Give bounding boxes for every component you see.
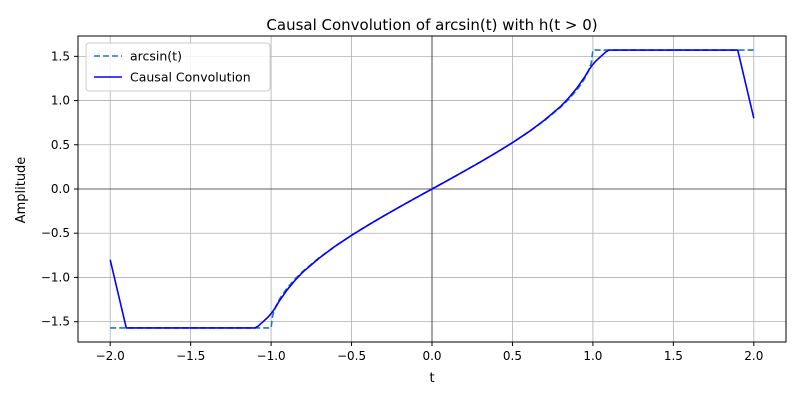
legend-entry-1: Causal Convolution: [130, 70, 251, 85]
y-tick-label: −0.5: [41, 226, 70, 240]
legend-box: [85, 42, 271, 92]
y-tick-label: 1.5: [51, 49, 70, 63]
legend-entry-0: arcsin(t): [130, 49, 182, 64]
y-tick-label: 0.0: [51, 182, 70, 196]
y-tick-label: 1.0: [51, 94, 70, 108]
x-tick-label: −0.5: [337, 349, 366, 363]
x-tick-label: −1.5: [176, 349, 205, 363]
y-axis-label: Amplitude: [14, 157, 29, 224]
y-tick-label: −1.0: [41, 270, 70, 284]
x-tick-label: 0.5: [503, 349, 522, 363]
y-axis: −1.5 −1.0 −0.5 0.0 0.5 1.0 1.5: [41, 49, 78, 329]
x-tick-label: 0.0: [422, 349, 441, 363]
x-tick-label: 1.5: [664, 349, 683, 363]
x-tick-label: 2.0: [744, 349, 763, 363]
legend: arcsin(t) Causal Convolution: [85, 42, 271, 92]
series-line-1: [109, 49, 755, 329]
x-tick-label: 1.0: [583, 349, 602, 363]
y-tick-label: −1.5: [41, 315, 70, 329]
x-axis: −2.0 −1.5 −1.0 −0.5 0.0 0.5 1.0 1.5 2.0: [96, 342, 763, 363]
x-tick-label: −2.0: [96, 349, 125, 363]
y-tick-label: 0.5: [51, 138, 70, 152]
x-tick-label: −1.0: [257, 349, 286, 363]
series-layer: [109, 49, 755, 329]
x-axis-label: t: [429, 371, 434, 386]
chart-title: Causal Convolution of arcsin(t) with h(t…: [266, 16, 597, 34]
